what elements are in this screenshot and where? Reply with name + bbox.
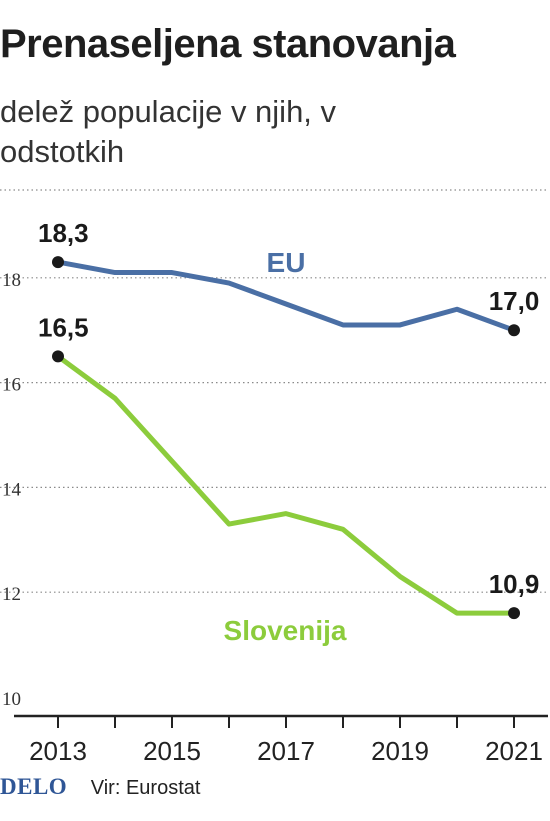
series-line-slovenija [55, 353, 517, 616]
footer: DELO Vir: Eurostat [0, 774, 200, 800]
series-label-eu: EU [267, 247, 306, 278]
x-tick-label-2015: 2015 [143, 736, 201, 766]
x-tick-label-2013: 2013 [29, 736, 87, 766]
data-label-eu-2013: 18,3 [38, 218, 89, 248]
y-tick-label-12: 12 [2, 584, 21, 605]
y-tick-label-10: 10 [2, 689, 21, 710]
y-tick-label-14: 14 [2, 479, 22, 500]
source-note: Vir: Eurostat [90, 777, 201, 799]
data-point-eu-2013 [52, 256, 64, 269]
y-tick-label-16: 16 [2, 375, 21, 396]
data-label-slovenija-2021: 10,9 [489, 569, 540, 599]
data-point-eu-2021 [508, 324, 520, 337]
brand-logo: DELO [0, 774, 68, 799]
data-point-slovenija-2021 [508, 607, 520, 620]
series-label-slovenija: Slovenija [224, 615, 347, 646]
y-tick-label-18: 18 [2, 270, 21, 291]
x-tick-label-2019: 2019 [371, 736, 429, 766]
x-tick-label-2017: 2017 [257, 736, 315, 766]
chart-subtitle: delež populacije v njih, v odstotkih [0, 94, 337, 169]
data-label-eu-2021: 17,0 [489, 286, 540, 316]
x-tick-label-2021: 2021 [485, 736, 543, 766]
data-point-slovenija-2013 [52, 350, 64, 363]
series-line-eu [55, 259, 517, 333]
data-label-slovenija-2013: 16,5 [38, 312, 89, 342]
chart-title: Prenaseljena stanovanja [0, 22, 456, 66]
